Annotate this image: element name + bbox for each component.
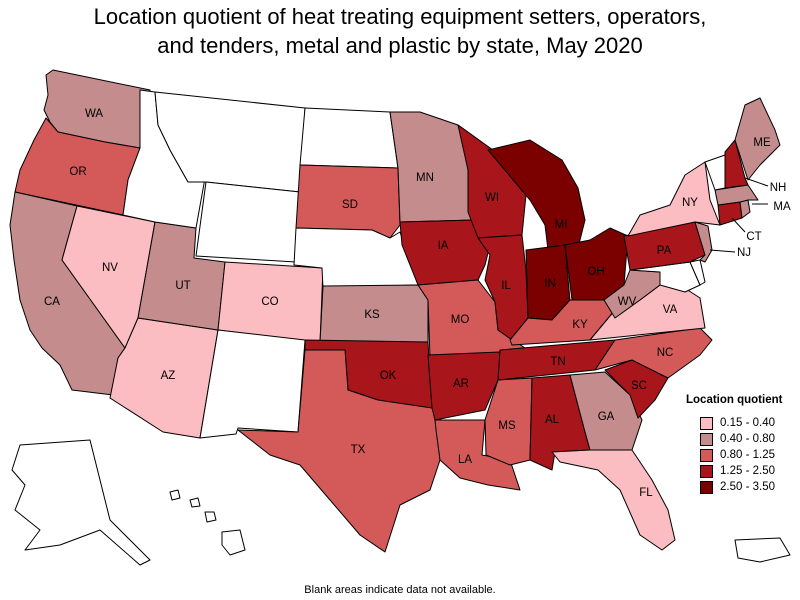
label-wv: WV xyxy=(618,296,637,308)
label-tx: TX xyxy=(351,444,366,456)
legend-label: 1.25 - 2.50 xyxy=(720,465,775,477)
legend-label: 0.40 - 0.80 xyxy=(720,433,775,445)
label-tn: TN xyxy=(550,356,565,368)
label-mo: MO xyxy=(451,314,470,326)
legend-swatch xyxy=(700,464,713,478)
label-ia: IA xyxy=(438,240,449,252)
state-ks[interactable] xyxy=(319,284,429,343)
title-line-1: Location quotient of heat treating equip… xyxy=(93,4,707,29)
label-ky: KY xyxy=(572,319,588,331)
label-ca: CA xyxy=(44,296,60,308)
label-ct: CT xyxy=(746,231,761,243)
footnote: Blank areas indicate data not available. xyxy=(304,584,496,596)
label-ar: AR xyxy=(453,378,469,390)
label-sd: SD xyxy=(342,199,358,211)
state-nj[interactable] xyxy=(694,221,713,263)
label-ks: KS xyxy=(364,309,380,321)
state-mi[interactable] xyxy=(487,139,586,251)
state-ri[interactable] xyxy=(739,199,751,219)
legend: Location quotient 0.15 - 0.40 0.40 - 0.8… xyxy=(686,394,782,495)
label-al: AL xyxy=(545,414,560,426)
label-me: ME xyxy=(753,137,771,149)
legend-item: 0.15 - 0.40 xyxy=(686,415,782,431)
state-il[interactable] xyxy=(477,234,529,341)
title-line-2: and tenders, metal and plastic by state,… xyxy=(157,33,643,58)
state-nm[interactable] xyxy=(199,329,306,439)
map-title: Location quotient of heat treating equip… xyxy=(0,2,800,60)
state-ak[interactable] xyxy=(11,439,151,566)
legend-swatch xyxy=(700,480,713,494)
label-ny: NY xyxy=(682,197,698,209)
legend-swatch xyxy=(700,416,713,430)
label-wa: WA xyxy=(85,108,103,120)
legend-label: 0.80 - 1.25 xyxy=(720,449,775,461)
label-az: AZ xyxy=(161,370,176,382)
label-ma: MA xyxy=(773,201,791,213)
label-ms: MS xyxy=(498,420,516,432)
label-in: IN xyxy=(544,278,556,290)
label-mn: MN xyxy=(416,172,434,184)
legend-swatch xyxy=(700,448,713,462)
state-nd[interactable] xyxy=(299,107,399,169)
state-tx[interactable] xyxy=(237,349,441,553)
label-leader-lines xyxy=(709,177,769,253)
label-or: OR xyxy=(69,166,86,178)
label-pa: PA xyxy=(657,245,672,257)
state-ga[interactable] xyxy=(569,371,643,451)
label-fl: FL xyxy=(639,487,653,499)
label-nv: NV xyxy=(102,262,118,274)
state-pr[interactable] xyxy=(734,537,791,563)
state-ct[interactable] xyxy=(717,201,743,226)
legend-item: 1.25 - 2.50 xyxy=(686,463,782,479)
legend-label: 0.15 - 0.40 xyxy=(720,417,775,429)
legend-title: Location quotient xyxy=(686,394,783,406)
state-la[interactable] xyxy=(434,419,521,491)
label-va: VA xyxy=(663,304,678,316)
legend-item: 0.40 - 0.80 xyxy=(686,431,782,447)
state-wy[interactable] xyxy=(195,181,301,263)
label-la: LA xyxy=(458,454,472,466)
label-mi: MI xyxy=(555,219,568,231)
state-me[interactable] xyxy=(734,97,781,181)
legend-item: 2.50 - 3.50 xyxy=(686,479,782,495)
state-hi[interactable] xyxy=(169,489,246,556)
label-nj: NJ xyxy=(737,247,751,259)
label-nh: NH xyxy=(770,182,787,194)
label-ok: OK xyxy=(380,370,397,382)
legend-item: 0.80 - 1.25 xyxy=(686,447,782,463)
label-oh: OH xyxy=(587,266,604,278)
label-ga: GA xyxy=(598,411,615,423)
state-ny[interactable] xyxy=(627,161,721,237)
state-nc[interactable] xyxy=(594,327,713,379)
label-il: IL xyxy=(501,280,511,292)
state-de[interactable] xyxy=(689,259,706,286)
label-ut: UT xyxy=(175,280,190,292)
label-nc: NC xyxy=(657,347,674,359)
state-fl[interactable] xyxy=(551,449,676,551)
state-nh[interactable] xyxy=(724,139,749,189)
state-labels: WA OR CA NV AZ UT CO SD KS OK TX MN IA M… xyxy=(44,108,791,499)
label-sc: SC xyxy=(631,380,647,392)
legend-swatch xyxy=(700,432,713,446)
label-co: CO xyxy=(261,296,278,308)
legend-label: 2.50 - 3.50 xyxy=(720,481,775,493)
label-wi: WI xyxy=(485,192,499,204)
